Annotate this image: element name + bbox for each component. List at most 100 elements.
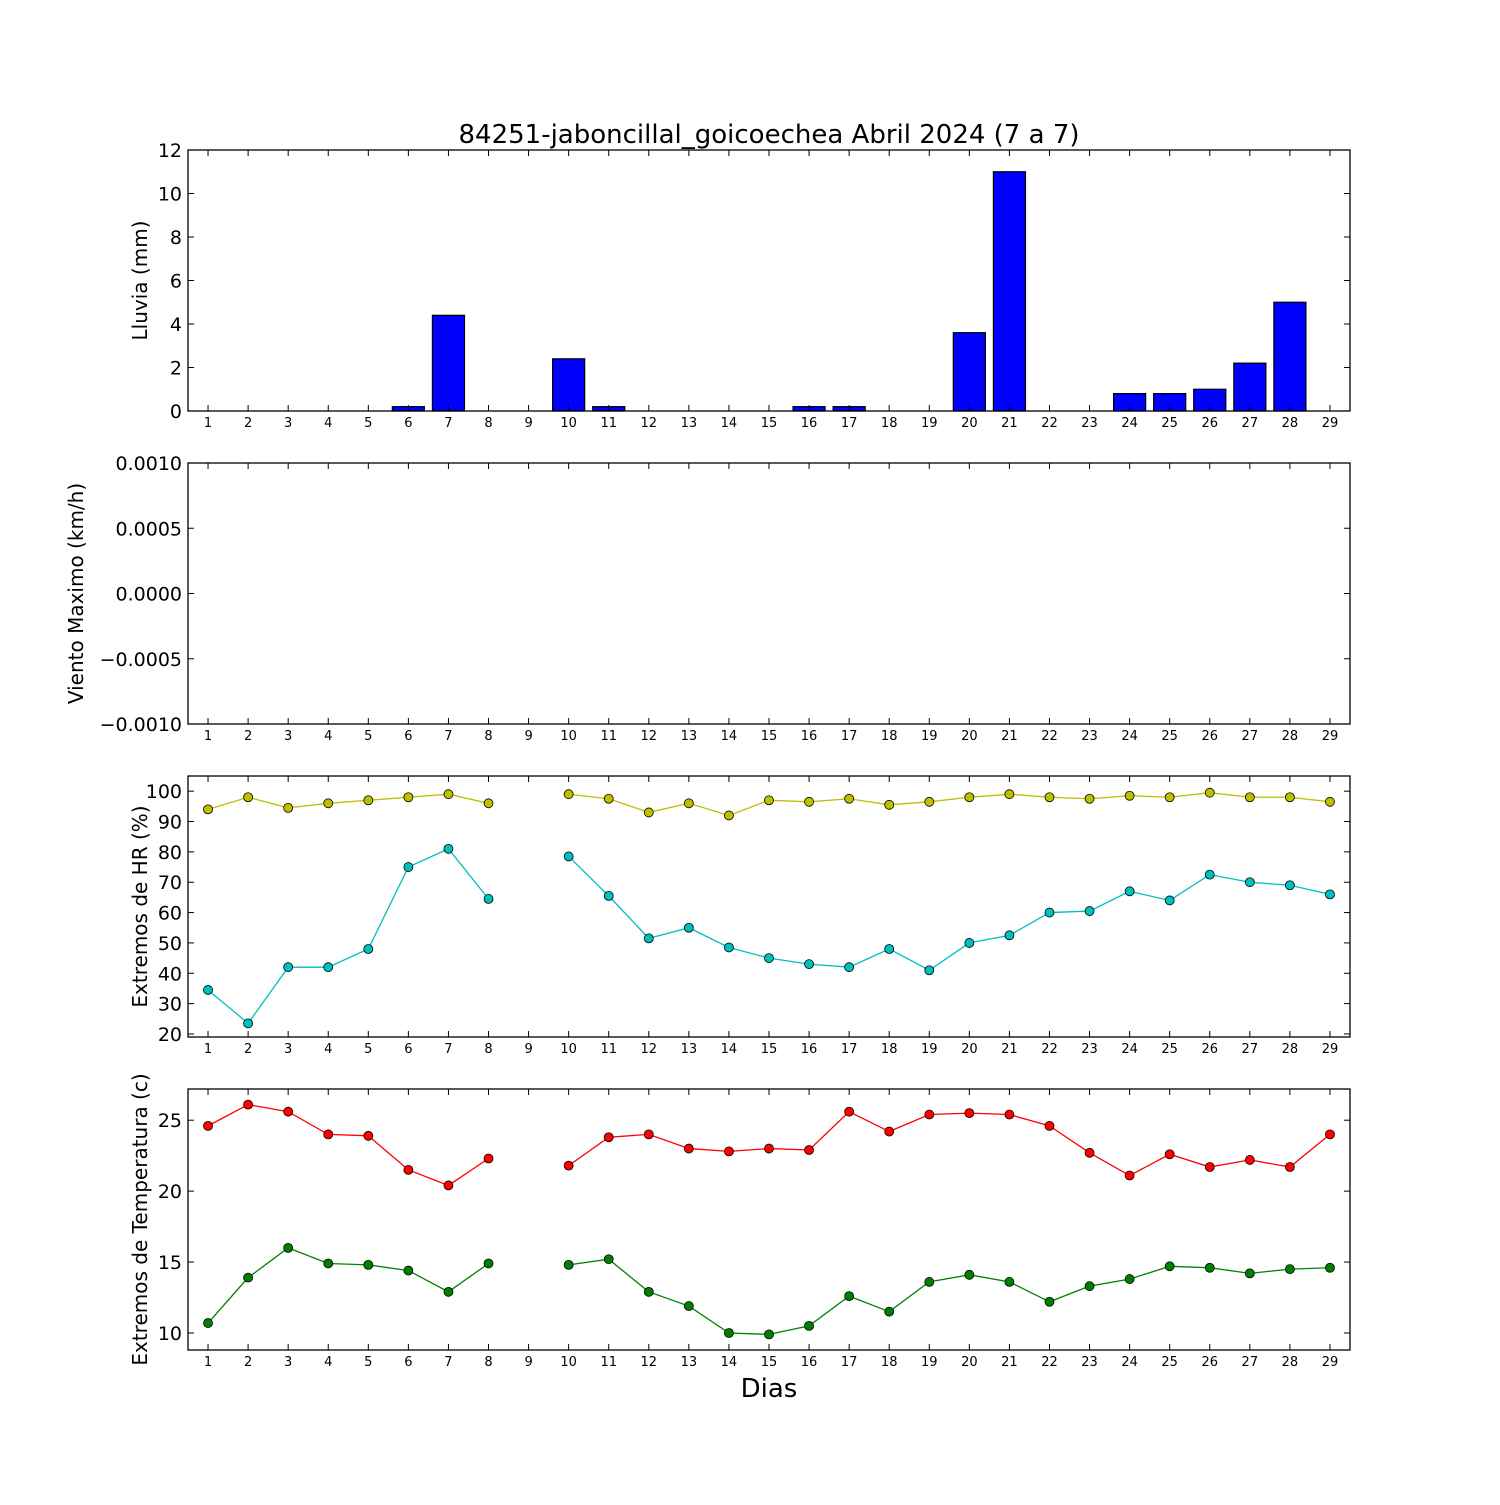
temperature-series-1-point-day-1 [203, 1318, 213, 1328]
humidity-series-1-point-day-4 [323, 962, 334, 973]
humidity-series-0-point-day-4 [323, 798, 334, 809]
temperature-series-0-point-day-27 [1244, 1155, 1255, 1165]
humidity-xtick-label: 16 [801, 1042, 818, 1057]
humidity-series-1-point-day-14 [724, 942, 734, 953]
humidity-ytick-label: 50 [158, 933, 182, 955]
temperature-series-1-point-day-25 [1164, 1261, 1175, 1272]
wind-xtick-label: 24 [1121, 729, 1138, 744]
temperature-series-0-point-day-7 [443, 1180, 454, 1191]
temperature-series-1-point-day-17 [844, 1291, 855, 1301]
temperature-series-0-point-day-5 [363, 1130, 374, 1141]
wind-xtick-label: 18 [881, 729, 898, 744]
temperature-xtick-label: 20 [961, 1355, 978, 1370]
humidity-xtick-label: 6 [404, 1042, 412, 1057]
temperature-series-1-point-day-8 [483, 1258, 494, 1269]
rain-xtick-label: 14 [721, 416, 738, 431]
temperature-series-0-point-day-8 [483, 1153, 494, 1164]
temperature-xtick-label: 26 [1201, 1355, 1218, 1370]
temperature-xtick-label: 27 [1242, 1355, 1259, 1370]
temperature-xtick-label: 28 [1282, 1355, 1299, 1370]
x-axis-label: Dias [741, 1374, 798, 1404]
wind-xtick-label: 19 [921, 729, 938, 744]
rain-ytick-label: 0 [170, 401, 182, 423]
humidity-xtick-label: 2 [244, 1042, 252, 1057]
humidity-xtick-label: 3 [284, 1042, 292, 1057]
rain-ytick-label: 4 [170, 314, 182, 336]
temperature-series-0-point-day-12 [643, 1129, 654, 1140]
temperature-series-0-point-day-18 [884, 1126, 895, 1137]
wind-xtick-label: 26 [1201, 729, 1218, 744]
temperature-series-1-point-day-28 [1285, 1264, 1295, 1275]
temperature-series-0-point-day-15 [764, 1143, 774, 1154]
temperature-xtick-label: 23 [1081, 1355, 1098, 1370]
humidity-xtick-label: 28 [1282, 1042, 1299, 1057]
rain-xtick-label: 27 [1242, 416, 1259, 431]
humidity-xtick-label: 1 [204, 1042, 212, 1057]
wind-xtick-label: 6 [404, 729, 412, 744]
figure-title: 84251-jaboncillal_goicoechea Abril 2024 … [458, 120, 1079, 150]
temperature-series-0-point-day-17 [844, 1106, 855, 1117]
rain-xtick-label: 13 [681, 416, 698, 431]
wind-xtick-label: 21 [1001, 729, 1018, 744]
temperature-xtick-label: 2 [244, 1355, 252, 1370]
humidity-series-0-point-day-3 [283, 802, 294, 813]
humidity-series-0-point-day-19 [924, 796, 935, 807]
humidity-xtick-label: 19 [921, 1042, 938, 1057]
rain-plot-area [188, 150, 1350, 411]
humidity-series-1-point-day-10 [563, 851, 574, 862]
temperature-series-0-point-day-3 [283, 1106, 294, 1117]
humidity-series-0-point-day-17 [844, 793, 855, 804]
humidity-series-1-point-day-6 [403, 862, 414, 872]
temperature-xtick-label: 24 [1121, 1355, 1138, 1370]
humidity-ytick-label: 60 [158, 903, 182, 925]
humidity-xtick-label: 10 [560, 1042, 577, 1057]
temperature-xtick-label: 25 [1161, 1355, 1178, 1370]
temperature-xtick-label: 4 [324, 1355, 332, 1370]
humidity-series-0-point-day-26 [1204, 787, 1215, 798]
temperature-series-0-point-day-10 [563, 1160, 574, 1171]
temperature-xtick-label: 5 [364, 1355, 372, 1370]
humidity-series-1-point-day-2 [243, 1018, 254, 1029]
rain-xtick-label: 3 [284, 416, 292, 431]
humidity-xtick-label: 26 [1201, 1042, 1218, 1057]
wind-xtick-label: 23 [1081, 729, 1098, 744]
humidity-xtick-label: 20 [961, 1042, 978, 1057]
humidity-series-0-point-day-18 [884, 799, 895, 810]
wind-xtick-label: 16 [801, 729, 818, 744]
temperature-xtick-label: 11 [600, 1355, 617, 1370]
temperature-ytick-label: 25 [158, 1110, 182, 1132]
humidity-series-0-point-day-12 [643, 807, 654, 818]
rain-ytick-label: 8 [170, 227, 182, 249]
wind-xtick-label: 2 [244, 729, 252, 744]
wind-xtick-label: 11 [600, 729, 617, 744]
temperature-xtick-label: 10 [560, 1355, 577, 1370]
temperature-xtick-label: 14 [721, 1355, 738, 1370]
temperature-series-0-point-day-11 [603, 1132, 614, 1143]
rain-xtick-label: 6 [404, 416, 412, 431]
humidity-series-0-point-day-28 [1285, 792, 1295, 803]
humidity-xtick-label: 21 [1001, 1042, 1018, 1057]
humidity-series-1-point-day-18 [884, 944, 895, 954]
temperature-series-0-point-day-23 [1084, 1147, 1095, 1158]
humidity-series-0-point-day-25 [1164, 792, 1175, 803]
temperature-series-1-point-day-19 [924, 1277, 935, 1287]
temperature-xtick-label: 29 [1322, 1355, 1339, 1370]
rain-xtick-label: 12 [641, 416, 658, 431]
humidity-series-0-point-day-1 [203, 804, 213, 815]
rain-xtick-label: 26 [1201, 416, 1218, 431]
humidity-series-1-point-day-23 [1084, 906, 1095, 916]
rain-xtick-label: 18 [881, 416, 898, 431]
wind-ytick-label: −0.0005 [100, 649, 182, 671]
rain-bar-day-10 [552, 358, 586, 412]
wind-xtick-label: 22 [1041, 729, 1058, 744]
humidity-xtick-label: 29 [1322, 1042, 1339, 1057]
humidity-series-0-point-day-24 [1124, 790, 1135, 801]
wind-ytick-label: 0.0005 [116, 518, 182, 540]
humidity-xtick-label: 27 [1242, 1042, 1259, 1057]
temperature-xtick-label: 21 [1001, 1355, 1018, 1370]
humidity-xtick-label: 4 [324, 1042, 332, 1057]
temperature-series-1-point-day-24 [1124, 1274, 1135, 1284]
temperature-series-1-point-day-4 [323, 1258, 334, 1269]
